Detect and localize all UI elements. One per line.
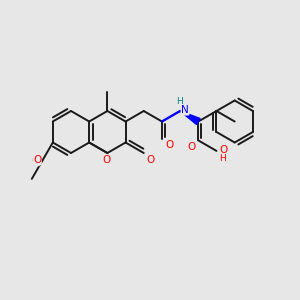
Text: H: H	[220, 154, 226, 164]
Text: O: O	[33, 155, 41, 165]
Text: O: O	[187, 142, 195, 152]
Polygon shape	[180, 111, 200, 124]
Text: O: O	[102, 155, 110, 165]
Text: N: N	[181, 105, 189, 115]
Text: H: H	[176, 97, 182, 106]
Text: O: O	[220, 145, 228, 155]
Text: O: O	[165, 140, 173, 150]
Text: O: O	[147, 155, 155, 165]
Text: O: O	[31, 156, 39, 166]
